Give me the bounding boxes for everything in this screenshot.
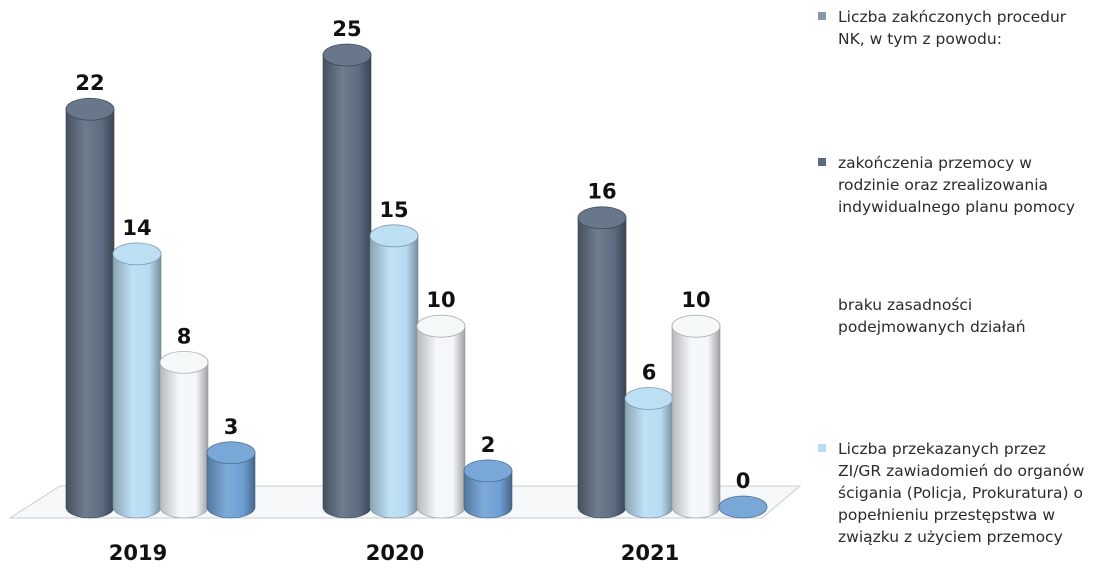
bar-top bbox=[65, 97, 115, 121]
data-label: 10 bbox=[426, 288, 455, 312]
bar-body bbox=[416, 325, 466, 519]
data-label: 8 bbox=[177, 324, 192, 348]
bar bbox=[416, 314, 466, 519]
bar bbox=[577, 206, 627, 519]
legend-text: Liczba przekazanych przez ZI/GR zawiadom… bbox=[838, 440, 1085, 546]
data-label: 6 bbox=[642, 361, 657, 385]
legend-item: braku zasadności podejmowanych działań bbox=[818, 294, 1093, 338]
category-label: 2020 bbox=[366, 541, 424, 565]
legend-text: braku zasadności podejmowanych działań bbox=[838, 296, 1026, 336]
category-label: 2019 bbox=[109, 541, 167, 565]
data-label: 22 bbox=[75, 71, 104, 95]
legend-marker bbox=[818, 444, 826, 452]
bar-top bbox=[671, 314, 721, 338]
bar-body bbox=[463, 470, 513, 519]
category-labels: 2019 2020 2021 bbox=[109, 541, 679, 565]
bar-body bbox=[369, 235, 419, 519]
legend-marker bbox=[818, 12, 826, 20]
bar bbox=[65, 97, 115, 519]
data-label: 3 bbox=[224, 415, 239, 439]
legend-item: zakończenia przemocy w rodzinie oraz zre… bbox=[818, 152, 1093, 218]
bar-body bbox=[671, 325, 721, 519]
bar-top bbox=[159, 350, 209, 374]
bar bbox=[463, 459, 513, 519]
bar-top bbox=[112, 242, 162, 266]
bar-top bbox=[322, 43, 372, 67]
data-label: 16 bbox=[587, 180, 616, 204]
bar-body bbox=[624, 398, 674, 519]
data-label: 2 bbox=[481, 433, 496, 457]
bar bbox=[206, 441, 256, 519]
bar-body bbox=[112, 253, 162, 519]
bar-top bbox=[577, 206, 627, 230]
data-label: 14 bbox=[122, 216, 151, 240]
bar bbox=[671, 314, 721, 519]
bar-top bbox=[206, 441, 256, 465]
legend-text: Liczba zakńczonych procedur NK, w tym z … bbox=[838, 8, 1067, 48]
data-label: 0 bbox=[736, 469, 751, 493]
bar-body bbox=[65, 108, 115, 519]
bar bbox=[112, 242, 162, 519]
bar-body bbox=[322, 54, 372, 519]
bar-body bbox=[206, 452, 256, 519]
bar-top bbox=[718, 495, 768, 519]
legend-marker bbox=[818, 158, 826, 166]
bar bbox=[624, 387, 674, 519]
category-label: 2021 bbox=[621, 541, 679, 565]
legend-item: Liczba zakńczonych procedur NK, w tym z … bbox=[818, 6, 1093, 50]
value-labels: 22 14 8 3 25 15 10 2 16 6 10 0 bbox=[75, 17, 750, 493]
bar-top bbox=[463, 459, 513, 483]
bar bbox=[159, 350, 209, 519]
bar-top bbox=[416, 314, 466, 338]
cylinder-bar-chart: 22 14 8 3 25 15 10 2 16 6 10 0 2019 2020 2021 bbox=[8, 17, 802, 565]
bar-body bbox=[577, 217, 627, 519]
legend-text: zakończenia przemocy w rodzinie oraz zre… bbox=[838, 154, 1076, 216]
bar bbox=[322, 43, 372, 519]
bar-body bbox=[159, 362, 209, 519]
legend-item: Liczba przekazanych przez ZI/GR zawiadom… bbox=[818, 438, 1093, 548]
data-label: 10 bbox=[681, 288, 710, 312]
bar-top bbox=[369, 224, 419, 248]
data-label: 15 bbox=[379, 198, 408, 222]
data-label: 25 bbox=[332, 17, 361, 41]
bar bbox=[718, 495, 768, 519]
bar bbox=[369, 224, 419, 519]
bar-top bbox=[624, 387, 674, 410]
bars-group bbox=[65, 43, 768, 519]
